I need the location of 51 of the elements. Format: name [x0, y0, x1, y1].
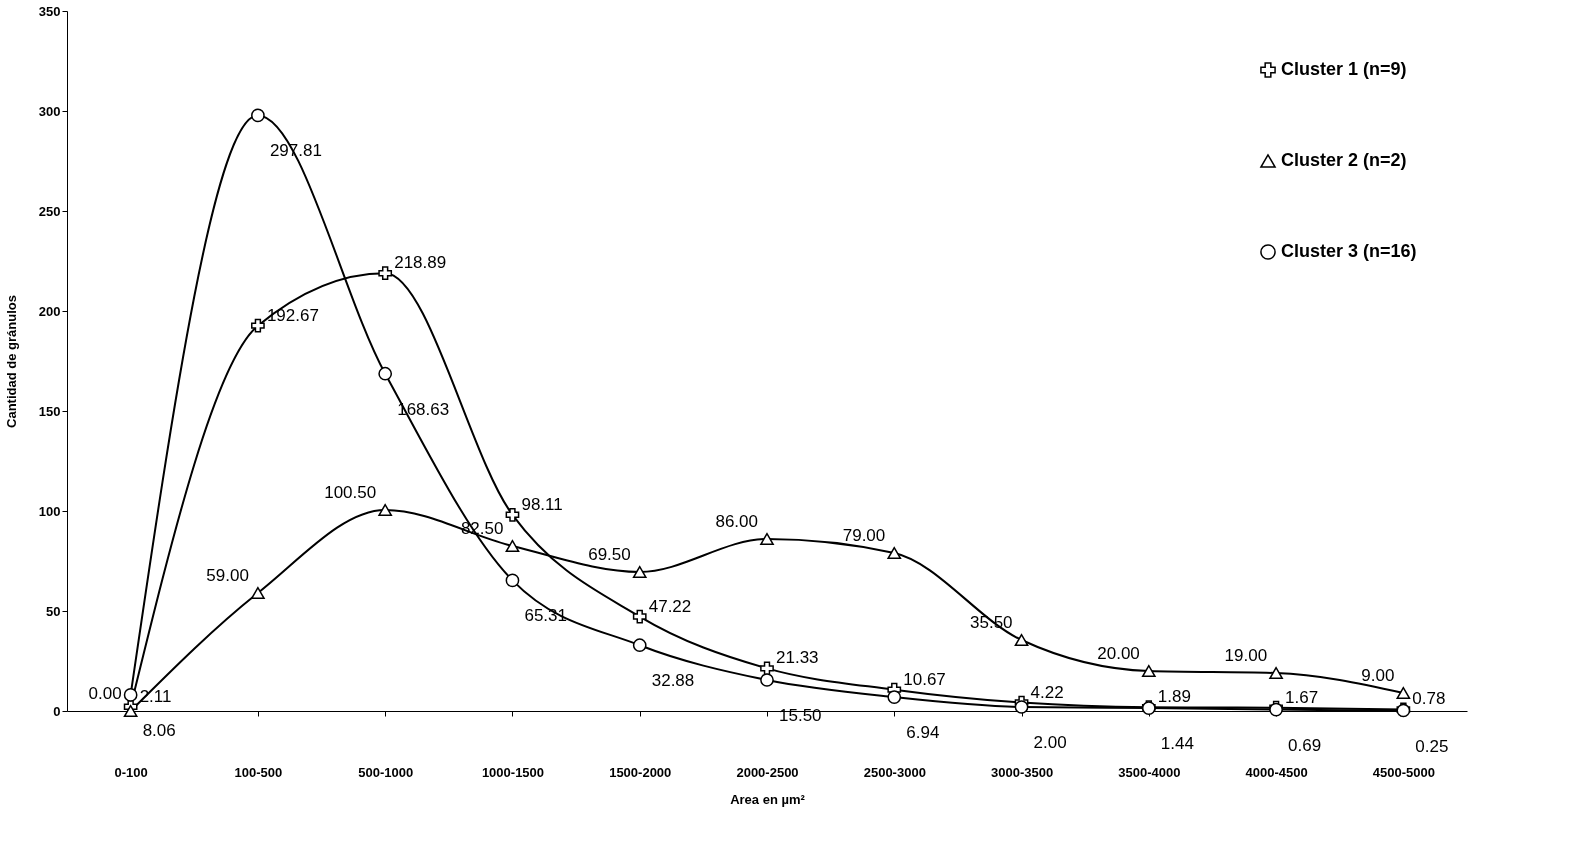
x-tick-label: 2000-2500	[736, 764, 799, 780]
data-label: 0.78	[1412, 689, 1446, 709]
y-tick-label: 150	[38, 403, 61, 419]
legend-label: Cluster 2 (n=2)	[1281, 150, 1407, 170]
x-tick-label: 100-500	[234, 764, 283, 780]
data-label: 218.89	[394, 253, 447, 273]
data-label: 1.44	[1160, 734, 1194, 754]
y-tick-label: 0	[53, 703, 61, 719]
y-tick-label: 100	[38, 503, 61, 519]
data-label: 0.69	[1288, 735, 1322, 755]
data-label: 69.50	[588, 545, 631, 564]
data-label: 79.00	[842, 526, 886, 545]
data-label: 47.22	[648, 596, 692, 616]
data-label: 86.00	[715, 512, 758, 531]
data-label: 1.67	[1285, 687, 1319, 707]
data-label: 6.94	[906, 723, 940, 743]
data-label: 4.22	[1030, 682, 1064, 702]
legend-label: Cluster 3 (n=16)	[1281, 241, 1417, 261]
y-axis-title: Cantidad de gránulos	[3, 295, 19, 428]
data-label: 10.67	[903, 669, 946, 689]
data-label: 19.00	[1224, 646, 1268, 665]
data-label: 0.00	[88, 684, 122, 703]
data-label: 59.00	[206, 566, 249, 585]
y-tick-label: 350	[38, 3, 61, 19]
data-label: 0.25	[1415, 736, 1449, 756]
x-tick-label: 4500-5000	[1372, 764, 1435, 780]
data-label: 20.00	[1097, 644, 1140, 663]
data-label: 98.11	[521, 494, 563, 514]
x-tick-label: 3500-4000	[1118, 764, 1181, 780]
data-label: 9.00	[1361, 666, 1395, 685]
x-tick-label: 0-100	[114, 764, 148, 780]
x-tick-label: 1500-2000	[609, 764, 672, 780]
x-tick-label: 1000-1500	[481, 764, 545, 780]
data-label: 192.67	[266, 305, 319, 325]
legend-label: Cluster 1 (n=9)	[1281, 59, 1407, 79]
y-tick-label: 250	[38, 203, 61, 219]
data-label: 100.50	[324, 483, 377, 502]
x-tick-label: 4000-4500	[1245, 764, 1308, 780]
y-tick-label: 50	[46, 603, 61, 619]
data-label: 1.89	[1157, 687, 1191, 707]
y-tick-label: 300	[38, 103, 61, 119]
x-tick-label: 3000-3500	[990, 764, 1054, 780]
data-label: 8.06	[142, 720, 176, 740]
data-label: 65.31	[524, 606, 567, 626]
data-label: 21.33	[776, 648, 819, 668]
y-tick-label: 200	[38, 303, 61, 319]
data-label: 2.00	[1033, 733, 1067, 752]
data-label: 32.88	[651, 671, 695, 691]
x-axis-title: Area en µm²	[730, 791, 806, 807]
x-tick-label: 2500-3000	[863, 764, 926, 780]
x-tick-label: 500-1000	[358, 764, 414, 780]
